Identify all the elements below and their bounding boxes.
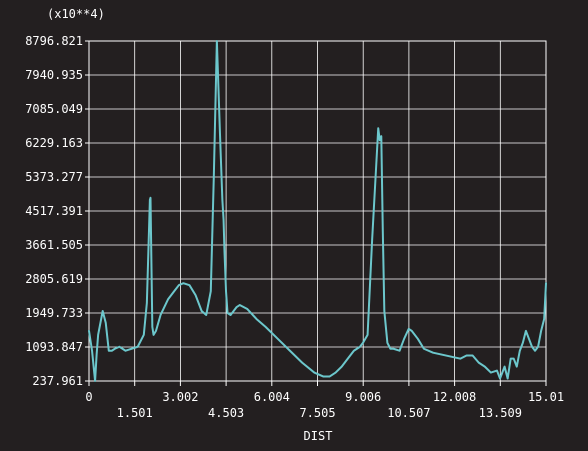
x-tick-labels: 0 1.501 3.002 4.503 6.004 7.505 9.006 10.50712.… bbox=[85, 390, 564, 420]
plot-frame bbox=[88, 40, 547, 382]
series-layer bbox=[88, 40, 547, 382]
x-tick-label: 13.509 bbox=[479, 406, 522, 420]
grid bbox=[85, 40, 547, 386]
y-tick-label: 4517.391 bbox=[25, 204, 83, 218]
y-tick-label: 8796.821 bbox=[25, 34, 83, 48]
x-tick-label: 6.004 bbox=[254, 390, 290, 404]
y-tick-label: 7085.049 bbox=[25, 102, 83, 116]
y-tick-label: 1949.733 bbox=[25, 306, 83, 320]
y-tick-label: 6229.163 bbox=[25, 136, 83, 150]
y-tick-label: 5373.277 bbox=[25, 170, 83, 184]
x-tick-label: 1.501 bbox=[117, 406, 153, 420]
x-tick-label: 12.008 bbox=[433, 390, 476, 404]
x-tick-label: 15.01 bbox=[528, 390, 564, 404]
y-tick-label: 2805.619 bbox=[25, 272, 83, 286]
x-tick-label: 10.507 bbox=[387, 406, 430, 420]
x-tick-label: 7.505 bbox=[299, 406, 335, 420]
y-tick-label: 237.961 bbox=[32, 374, 83, 388]
series-line-0 bbox=[88, 40, 547, 382]
y-tick-labels: 237.961 1093.847 1949.733 2805.619 3661.505 4… bbox=[25, 34, 83, 388]
y-tick-label: 3661.505 bbox=[25, 238, 83, 252]
y-tick-label: 7940.935 bbox=[25, 68, 83, 82]
x-axis-label: DIST bbox=[304, 429, 333, 443]
x-tick-label: 0 bbox=[85, 390, 92, 404]
x-tick-label: 3.002 bbox=[162, 390, 198, 404]
x-tick-label: 4.503 bbox=[208, 406, 244, 420]
y-multiplier-label: (x10**4) bbox=[47, 7, 105, 21]
x-tick-label: 9.006 bbox=[345, 390, 381, 404]
y-tick-label: 1093.847 bbox=[25, 340, 83, 354]
